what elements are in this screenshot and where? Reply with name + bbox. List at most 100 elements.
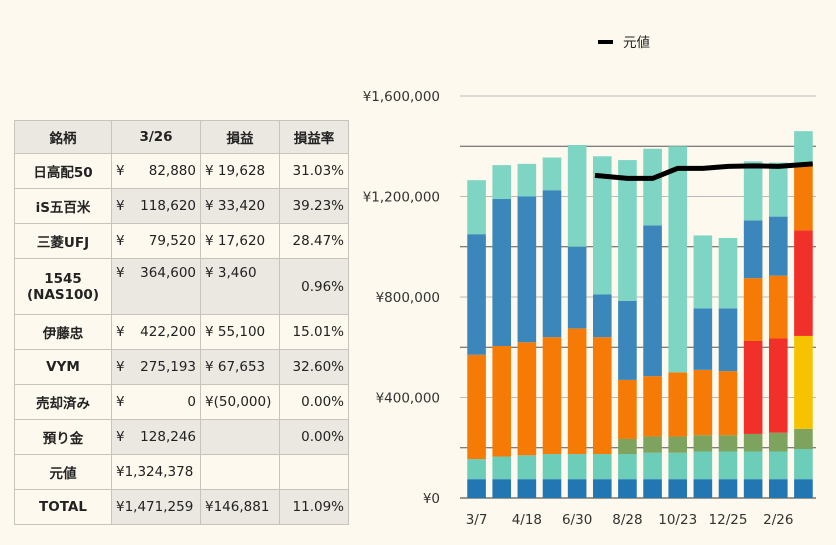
- bar-segment: [643, 436, 662, 453]
- bar-segment: [693, 435, 713, 452]
- header-date: 3/26: [111, 120, 201, 154]
- row-name: 1545 (NAS100): [14, 258, 112, 315]
- bar-segment: [718, 435, 738, 452]
- bar-segment: [542, 479, 562, 498]
- bar-segment: [643, 479, 662, 498]
- row-rate: 28.47%: [279, 223, 349, 259]
- row-profit: [200, 419, 280, 455]
- row-profit: ¥ 55,100: [200, 314, 280, 350]
- table-row: iS五百米 ¥118,620 ¥ 33,420 39.23%: [14, 188, 349, 224]
- y-tick-label: ¥1,600,000: [363, 89, 440, 105]
- bar-segment: [668, 372, 688, 437]
- x-tick-label: 6/30: [562, 512, 592, 528]
- bar-segment: [492, 199, 512, 346]
- row-profit: ¥ 67,653: [200, 349, 280, 385]
- yen-sign: ¥: [116, 233, 125, 249]
- bar-segment: [794, 479, 813, 498]
- genka-line: [594, 161, 813, 181]
- row-rate: 11.09%: [279, 489, 349, 525]
- bar-segment: [567, 328, 587, 455]
- bar-segment: [517, 196, 537, 343]
- bar-segment: [542, 454, 562, 480]
- bar-segment: [768, 479, 788, 498]
- bar-segment: [718, 451, 738, 480]
- x-tick-label: 4/18: [512, 512, 542, 528]
- table-row: 売却済み ¥0 ¥(50,000) 0.00%: [14, 384, 349, 420]
- row-profit: ¥ 33,420: [200, 188, 280, 224]
- bar-segment: [718, 308, 738, 372]
- yen-sign: ¥: [116, 163, 125, 179]
- table-row: VYM ¥275,193 ¥ 67,653 32.60%: [14, 349, 349, 385]
- bar-segment: [794, 428, 813, 450]
- x-tick-label: 8/28: [612, 512, 642, 528]
- row-rate: 31.03%: [279, 153, 349, 189]
- bar-segment: [693, 479, 713, 498]
- table-row: 預り金 ¥128,246 0.00%: [14, 419, 349, 455]
- bar-segment: [743, 278, 763, 341]
- bar-segment: [643, 148, 662, 226]
- row-name: 売却済み: [14, 384, 112, 420]
- bar-segment: [618, 300, 637, 380]
- row-rate: 0.96%: [279, 258, 349, 315]
- bar-segment: [567, 246, 587, 329]
- bar-segment: [693, 369, 713, 436]
- bar-segment: [794, 162, 813, 231]
- yen-sign: ¥: [116, 324, 125, 340]
- table-row-total: TOTAL ¥1,471,259 ¥146,881 11.09%: [14, 489, 349, 525]
- row-name: 日高配50: [14, 153, 112, 189]
- row-value: ¥1,471,259: [111, 489, 201, 525]
- yen-sign: ¥: [116, 265, 125, 281]
- bar-segment: [592, 156, 612, 295]
- bar-segment: [492, 456, 512, 480]
- yen-sign: ¥: [116, 429, 125, 445]
- bar-segment: [618, 454, 637, 480]
- bar-segment: [618, 438, 637, 455]
- row-value: 79,520: [148, 233, 196, 249]
- bar-segment: [643, 452, 662, 480]
- bar-segment: [768, 338, 788, 433]
- bar-segment: [668, 436, 688, 453]
- bar-segment: [567, 454, 587, 480]
- bar-segment: [467, 180, 486, 235]
- bar-segment: [743, 340, 763, 434]
- bar-segment: [467, 459, 486, 480]
- bar-segment: [768, 432, 788, 452]
- bar-segment: [743, 451, 763, 480]
- bar-segment: [794, 449, 813, 480]
- bar-segment: [768, 451, 788, 480]
- portfolio-chart: ¥0 ¥400,000 ¥800,000 ¥1,200,000 ¥1,600,000 3/…: [363, 35, 816, 528]
- bar-segment: [517, 342, 537, 456]
- row-value: 422,200: [140, 324, 196, 340]
- row-name-line1: 1545: [44, 270, 82, 287]
- bar-segment: [794, 230, 813, 336]
- row-value: 275,193: [140, 359, 196, 375]
- row-name: 伊藤忠: [14, 314, 112, 350]
- bar-segment: [542, 190, 562, 338]
- bar-segment: [467, 354, 486, 460]
- row-profit: ¥146,881: [200, 489, 280, 525]
- row-profit: ¥(50,000): [200, 384, 280, 420]
- row-profit: ¥ 17,620: [200, 223, 280, 259]
- y-tick-label: ¥0: [423, 491, 440, 507]
- bar-segment: [592, 479, 612, 498]
- bar-segment: [567, 479, 587, 498]
- y-tick-label: ¥1,200,000: [363, 190, 440, 206]
- table-header-row: 銘柄 3/26 損益 損益率: [14, 120, 349, 154]
- row-value: 118,620: [140, 198, 196, 214]
- header-rate: 損益率: [279, 120, 349, 154]
- row-value: ¥1,324,378: [111, 454, 201, 490]
- row-value: 82,880: [148, 163, 196, 179]
- row-rate: 39.23%: [279, 188, 349, 224]
- bar-segment: [718, 479, 738, 498]
- bar-segment: [492, 479, 512, 498]
- bar-segment: [592, 337, 612, 455]
- bar-segment: [467, 479, 486, 498]
- bar-segment: [592, 454, 612, 480]
- row-rate: 32.60%: [279, 349, 349, 385]
- bar-segment: [693, 451, 713, 480]
- row-name: 三菱UFJ: [14, 223, 112, 259]
- holdings-table: 銘柄 3/26 損益 損益率 日高配50 ¥82,880 ¥ 19,628 31…: [14, 120, 349, 525]
- row-name: VYM: [14, 349, 112, 385]
- bar-segment: [693, 308, 713, 370]
- y-tick-label: ¥400,000: [376, 391, 440, 407]
